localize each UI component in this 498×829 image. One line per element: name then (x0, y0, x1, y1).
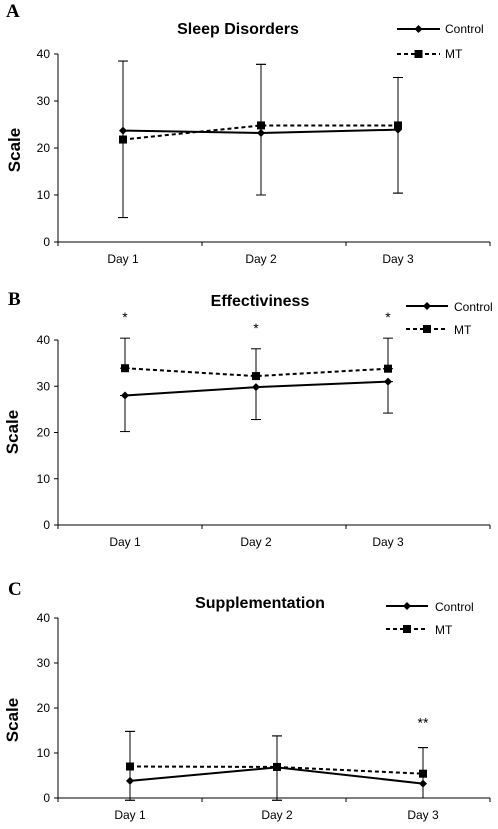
data-point-mt (419, 769, 427, 778)
y-tick-label: 40 (37, 611, 51, 625)
y-tick-label: 0 (43, 791, 50, 805)
data-point-control (126, 776, 134, 785)
plot-area: 0 10 20 30 40 Day 1 Day 2 Day 3 ** (37, 611, 491, 822)
x-tick-label: Day 3 (407, 808, 439, 822)
data-point-mt (384, 364, 392, 373)
significance-annotation: ** (418, 715, 429, 731)
y-tick-label: 20 (37, 141, 51, 155)
significance-annotation: * (385, 309, 391, 325)
legend-label-mt: MT (445, 47, 463, 61)
y-tick-label: 10 (37, 746, 51, 760)
plot-area: 0 10 20 30 40 Day 1 Day 2 Day 3 (37, 47, 491, 266)
data-point-mt (121, 364, 129, 373)
y-axis-label: Scale (3, 698, 22, 742)
legend: Control MT (397, 22, 484, 61)
data-point-control (257, 128, 265, 137)
x-tick-label: Day 3 (372, 535, 404, 549)
y-tick-label: 40 (37, 47, 51, 61)
x-tick-label: Day 1 (114, 808, 146, 822)
panel-letter: A (6, 1, 20, 22)
y-tick-label: 20 (37, 426, 51, 440)
y-tick-label: 40 (37, 333, 51, 347)
panel-a: A Sleep Disorders Scale 0 10 20 30 40 Day 1 Da… (5, 1, 491, 266)
data-point-control (384, 377, 392, 386)
data-point-control (419, 779, 427, 788)
panel-c: C Supplementation Scale 0 10 20 30 40 Day 1 Da… (3, 579, 491, 822)
panel-b: B Effectiviness Scale 0 10 20 30 40 Day 1 Day … (3, 289, 493, 549)
y-axis-label: Scale (5, 128, 24, 172)
plot-area: 0 10 20 30 40 Day 1 Day 2 Day 3 * * * (37, 309, 491, 549)
y-tick-label: 30 (37, 379, 51, 393)
y-tick-label: 20 (37, 701, 51, 715)
y-tick-label: 30 (37, 656, 51, 670)
legend-label-control: Control (445, 22, 484, 36)
significance-annotation: * (253, 320, 259, 336)
data-point-control (121, 391, 129, 400)
legend-label-mt: MT (435, 623, 453, 637)
legend-label-control: Control (454, 300, 493, 314)
y-tick-label: 30 (37, 94, 51, 108)
y-tick-label: 10 (37, 188, 51, 202)
y-tick-label: 10 (37, 472, 51, 486)
data-point-mt (252, 372, 260, 381)
panel-letter: B (8, 289, 21, 310)
legend-marker-diamond (403, 602, 411, 610)
x-tick-label: Day 3 (382, 252, 414, 266)
significance-annotation: * (122, 309, 128, 325)
y-tick-label: 0 (43, 235, 50, 249)
legend-marker-square (403, 625, 411, 633)
x-tick-label: Day 2 (261, 808, 293, 822)
data-point-control (119, 126, 127, 135)
data-point-mt (273, 762, 281, 771)
legend-label-mt: MT (454, 323, 472, 337)
x-tick-label: Day 2 (245, 252, 277, 266)
data-point-mt (119, 135, 127, 144)
chart-title: Effectiviness (211, 293, 310, 310)
legend-marker-square (414, 50, 423, 58)
legend-label-control: Control (435, 600, 474, 614)
x-tick-label: Day 1 (107, 252, 139, 266)
y-axis-label: Scale (3, 410, 22, 454)
data-point-mt (257, 121, 265, 130)
x-tick-label: Day 2 (240, 535, 272, 549)
panel-letter: C (8, 579, 22, 600)
data-point-mt (394, 121, 402, 130)
legend-marker-diamond (414, 25, 423, 33)
data-point-control (252, 383, 260, 392)
y-tick-label: 0 (43, 518, 50, 532)
series-line-mt (124, 367, 389, 378)
data-point-mt (126, 762, 134, 771)
x-tick-label: Day 1 (109, 535, 141, 549)
chart-title: Sleep Disorders (177, 21, 299, 38)
legend-marker-diamond (423, 302, 431, 310)
chart-title: Supplementation (195, 595, 325, 612)
legend: Control MT (386, 600, 474, 637)
legend-marker-square (423, 325, 431, 333)
legend: Control MT (406, 300, 493, 337)
